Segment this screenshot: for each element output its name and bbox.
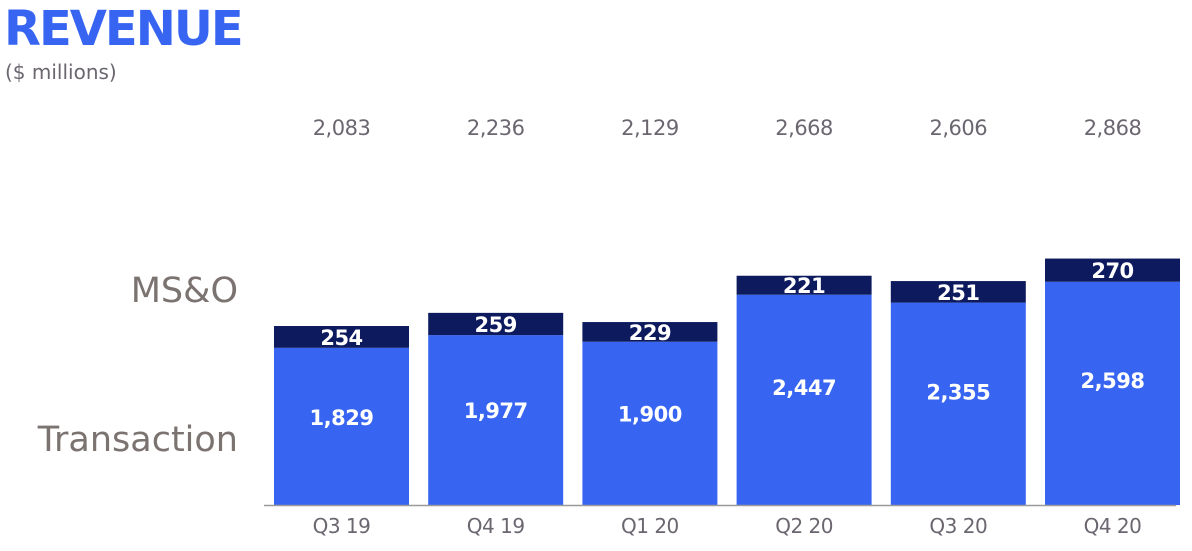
total-value-label: 2,129	[621, 116, 679, 140]
bar-mso	[274, 326, 409, 348]
mso-value-label: 259	[475, 313, 517, 337]
legend-label-mso: MS&O	[131, 271, 238, 311]
chart-subtitle: ($ millions)	[5, 60, 117, 84]
total-value-label: 2,236	[467, 116, 525, 140]
x-tick-label: Q3 20	[929, 514, 987, 538]
x-tick-label: Q4 20	[1084, 514, 1142, 538]
transaction-value-label: 2,598	[1081, 369, 1145, 393]
bar-transaction	[1045, 281, 1180, 505]
x-tick-label: Q1 20	[621, 514, 679, 538]
transaction-value-label: 2,447	[772, 376, 836, 400]
mso-value-label: 251	[937, 281, 979, 305]
total-value-label: 2,868	[1084, 116, 1142, 140]
transaction-value-label: 1,977	[464, 399, 528, 423]
bar-mso	[1045, 258, 1180, 282]
total-value-label: 2,606	[929, 116, 987, 140]
bar-mso	[428, 312, 564, 336]
bar-transaction	[428, 335, 564, 505]
mso-value-label: 270	[1091, 259, 1133, 283]
bar-transaction	[890, 302, 1026, 505]
total-value-label: 2,668	[775, 116, 833, 140]
bar-mso	[736, 275, 872, 295]
bar-transaction	[582, 341, 718, 505]
transaction-value-label: 1,900	[618, 403, 682, 427]
x-tick-label: Q2 20	[775, 514, 833, 538]
bar-mso	[582, 322, 718, 342]
legend-label-transaction: Transaction	[37, 420, 238, 460]
transaction-value-label: 1,829	[310, 406, 374, 430]
mso-value-label: 229	[629, 321, 671, 345]
x-tick-label: Q3 19	[313, 514, 371, 538]
total-value-label: 2,083	[313, 116, 371, 140]
chart-title: REVENUE	[4, 1, 244, 57]
bar-mso	[890, 281, 1026, 303]
bar-transaction	[736, 294, 872, 505]
transaction-value-label: 2,355	[926, 381, 990, 405]
mso-value-label: 254	[320, 326, 362, 350]
x-tick-label: Q4 19	[467, 514, 525, 538]
mso-value-label: 221	[783, 274, 825, 298]
bar-transaction	[274, 347, 409, 505]
